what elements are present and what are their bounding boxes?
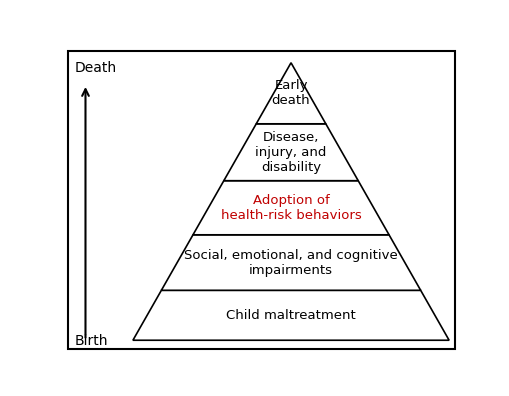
Text: Disease,
injury, and
disability: Disease, injury, and disability (255, 131, 326, 174)
Polygon shape (223, 124, 357, 181)
Polygon shape (133, 290, 448, 340)
Text: Death: Death (75, 61, 117, 75)
Text: Child maltreatment: Child maltreatment (225, 309, 355, 322)
Text: Birth: Birth (75, 334, 108, 348)
Text: Early
death: Early death (271, 79, 309, 107)
Text: Adoption of
health-risk behaviors: Adoption of health-risk behaviors (220, 194, 361, 222)
Polygon shape (256, 63, 325, 124)
Text: Social, emotional, and cognitive
impairments: Social, emotional, and cognitive impairm… (184, 249, 397, 276)
Polygon shape (192, 181, 388, 235)
Polygon shape (161, 235, 420, 290)
